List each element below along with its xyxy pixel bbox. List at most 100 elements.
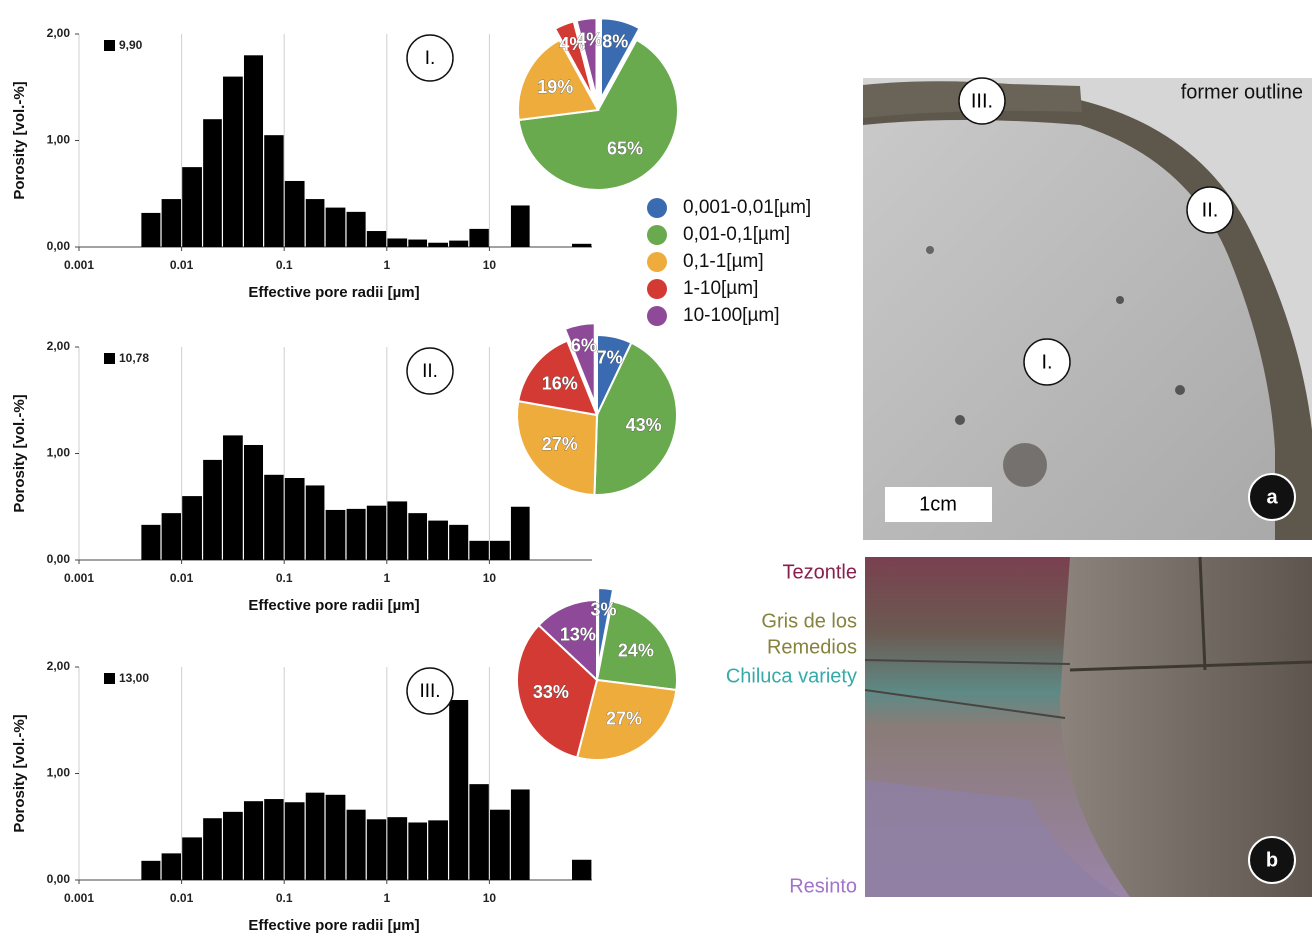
bar	[244, 445, 263, 560]
photo-caption: former outline	[1181, 81, 1303, 103]
annotation-marker	[104, 40, 115, 51]
zone-label: I.	[1041, 351, 1052, 373]
bar	[428, 243, 448, 247]
bar	[347, 810, 366, 880]
bar	[347, 212, 366, 247]
bar	[449, 700, 468, 880]
bar	[203, 460, 222, 560]
pie-label: 19%	[537, 77, 573, 97]
panel-label: I.	[425, 48, 436, 69]
pie-label: 4%	[576, 30, 602, 50]
annotation-marker	[104, 353, 115, 364]
bar	[285, 478, 305, 560]
bar	[264, 475, 283, 560]
bar	[244, 801, 263, 880]
bar	[469, 229, 488, 247]
bar	[408, 513, 427, 560]
bar	[367, 231, 386, 247]
inclusion	[1003, 443, 1047, 487]
x-tick-label: 0.01	[170, 258, 194, 272]
pie-label: 7%	[597, 348, 623, 368]
bar	[285, 181, 305, 247]
bar	[162, 853, 181, 880]
pie-label: 8%	[602, 31, 628, 51]
annotation: 9,90	[119, 38, 143, 52]
legend-label: 0,001-0,01[µm]	[683, 197, 811, 218]
x-tick-label: 0.001	[64, 891, 94, 905]
bar	[449, 525, 468, 560]
stone-label: Remedios	[767, 636, 857, 658]
bar	[469, 784, 488, 880]
x-tick-label: 0.001	[64, 571, 94, 585]
pie-label: 3%	[591, 599, 617, 619]
y-tick-label: 1,00	[47, 133, 71, 147]
bar	[511, 507, 530, 560]
y-tick-label: 1,00	[47, 446, 71, 460]
x-tick-label: 0.1	[276, 891, 293, 905]
legend-swatch	[647, 198, 667, 218]
bar	[511, 205, 530, 247]
bar	[572, 860, 591, 880]
annotation: 10,78	[119, 351, 149, 365]
legend-swatch	[647, 306, 667, 326]
bar	[244, 55, 263, 247]
bar	[264, 799, 283, 880]
bar	[326, 208, 346, 247]
bar	[141, 525, 160, 560]
bar	[408, 822, 427, 880]
zone-label: III.	[971, 90, 993, 112]
bar	[182, 837, 202, 880]
legend-label: 0,01-0,1[µm]	[683, 224, 790, 245]
inclusion	[926, 246, 934, 254]
scale-label: 1cm	[919, 493, 957, 515]
bar	[572, 244, 591, 247]
bar	[490, 541, 510, 560]
stone-label: Resinto	[789, 875, 857, 897]
bar	[490, 810, 510, 880]
pie-label: 13%	[560, 625, 596, 645]
bar	[469, 541, 488, 560]
bar	[326, 510, 346, 560]
pie-label: 24%	[618, 641, 654, 661]
x-axis-title: Effective pore radii [µm]	[248, 917, 419, 934]
panel-label: III.	[419, 681, 440, 702]
bar	[306, 199, 325, 247]
bar	[162, 199, 181, 247]
bar	[203, 818, 222, 880]
y-axis-title: Porosity [vol.-%]	[11, 714, 28, 832]
y-tick-label: 0,00	[47, 239, 71, 253]
bar	[141, 213, 160, 247]
panel-letter: a	[1266, 486, 1278, 508]
stone-label: Tezontle	[783, 561, 858, 583]
bar	[387, 238, 407, 247]
x-axis-title: Effective pore radii [µm]	[248, 597, 419, 614]
pie-label: 33%	[533, 682, 569, 702]
legend-swatch	[647, 279, 667, 299]
x-axis-title: Effective pore radii [µm]	[248, 284, 419, 301]
figure: former outline III. II. I. 1cm a b Tezon…	[0, 0, 1312, 935]
bar	[326, 795, 346, 880]
legend-swatch	[647, 225, 667, 245]
y-tick-label: 0,00	[47, 872, 71, 886]
stone-label: Chiluca variety	[726, 665, 857, 687]
x-tick-label: 1	[383, 891, 390, 905]
panel-label: II.	[422, 361, 438, 382]
x-tick-label: 10	[483, 891, 497, 905]
x-tick-label: 0.1	[276, 258, 293, 272]
bar	[449, 241, 468, 247]
x-tick-label: 10	[483, 258, 497, 272]
bar	[408, 240, 427, 247]
y-tick-label: 1,00	[47, 766, 71, 780]
stone-label: Gris de los	[761, 610, 857, 632]
bar	[141, 861, 160, 880]
bar	[428, 521, 448, 560]
bar	[306, 485, 325, 560]
x-tick-label: 10	[483, 571, 497, 585]
y-tick-label: 0,00	[47, 552, 71, 566]
legend-swatch	[647, 252, 667, 272]
bar	[182, 496, 202, 560]
pie-label: 6%	[571, 335, 597, 355]
x-tick-label: 1	[383, 258, 390, 272]
x-tick-label: 0.1	[276, 571, 293, 585]
bar	[182, 167, 202, 247]
